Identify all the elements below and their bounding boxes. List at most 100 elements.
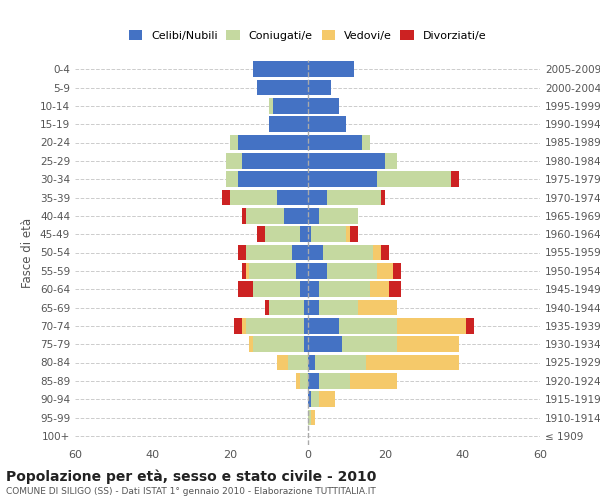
Bar	[393, 263, 401, 278]
Bar	[245, 244, 292, 260]
Bar	[245, 208, 284, 224]
Bar	[311, 392, 319, 407]
Bar	[308, 153, 385, 168]
Bar	[319, 373, 350, 388]
Bar	[315, 354, 365, 370]
Bar	[269, 300, 304, 316]
Bar	[370, 282, 389, 297]
Bar	[277, 354, 288, 370]
Bar	[269, 98, 272, 114]
Text: Popolazione per età, sesso e stato civile - 2010: Popolazione per età, sesso e stato civil…	[6, 470, 376, 484]
Bar	[319, 392, 335, 407]
Bar	[288, 354, 308, 370]
Bar	[308, 208, 319, 224]
Bar	[238, 172, 308, 187]
Bar	[319, 282, 370, 297]
Bar	[327, 263, 377, 278]
Bar	[373, 244, 381, 260]
Bar	[257, 226, 265, 242]
Bar	[308, 282, 319, 297]
Bar	[323, 244, 373, 260]
Bar	[308, 354, 315, 370]
Bar	[257, 80, 308, 96]
Bar	[304, 318, 308, 334]
Bar	[253, 336, 304, 352]
Bar	[381, 244, 389, 260]
Bar	[365, 354, 458, 370]
Bar	[308, 190, 327, 206]
Bar	[253, 282, 300, 297]
Bar	[397, 336, 458, 352]
Bar	[238, 282, 253, 297]
Bar	[292, 244, 308, 260]
Bar	[242, 318, 245, 334]
Bar	[277, 190, 308, 206]
Bar	[308, 244, 323, 260]
Bar	[308, 336, 343, 352]
Bar	[284, 208, 308, 224]
Bar	[226, 153, 242, 168]
Bar	[265, 226, 300, 242]
Bar	[377, 172, 451, 187]
Bar	[230, 134, 238, 150]
Bar	[308, 263, 327, 278]
Bar	[242, 208, 245, 224]
Bar	[245, 318, 304, 334]
Bar	[222, 190, 230, 206]
Bar	[308, 80, 331, 96]
Bar	[230, 190, 277, 206]
Bar	[300, 282, 308, 297]
Bar	[319, 208, 358, 224]
Bar	[242, 153, 308, 168]
Bar	[319, 300, 358, 316]
Bar	[362, 134, 370, 150]
Bar	[272, 98, 308, 114]
Y-axis label: Fasce di età: Fasce di età	[22, 218, 34, 288]
Bar	[451, 172, 458, 187]
Bar	[308, 172, 377, 187]
Bar	[308, 392, 311, 407]
Bar	[296, 373, 300, 388]
Bar	[389, 282, 401, 297]
Legend: Celibi/Nubili, Coniugati/e, Vedovi/e, Divorziati/e: Celibi/Nubili, Coniugati/e, Vedovi/e, Di…	[125, 27, 490, 44]
Bar	[377, 263, 393, 278]
Bar	[308, 134, 362, 150]
Text: COMUNE DI SILIGO (SS) - Dati ISTAT 1° gennaio 2010 - Elaborazione TUTTITALIA.IT: COMUNE DI SILIGO (SS) - Dati ISTAT 1° ge…	[6, 488, 376, 496]
Bar	[245, 263, 250, 278]
Bar	[308, 373, 319, 388]
Bar	[238, 244, 245, 260]
Bar	[311, 226, 346, 242]
Bar	[226, 172, 238, 187]
Bar	[338, 318, 397, 334]
Bar	[308, 300, 319, 316]
Bar	[238, 134, 308, 150]
Bar	[358, 300, 397, 316]
Bar	[304, 300, 308, 316]
Bar	[234, 318, 242, 334]
Bar	[242, 263, 245, 278]
Bar	[327, 190, 381, 206]
Bar	[308, 226, 311, 242]
Bar	[466, 318, 474, 334]
Bar	[311, 410, 315, 426]
Bar	[346, 226, 350, 242]
Bar	[343, 336, 397, 352]
Bar	[250, 263, 296, 278]
Bar	[300, 373, 308, 388]
Bar	[304, 336, 308, 352]
Bar	[250, 336, 253, 352]
Bar	[300, 226, 308, 242]
Bar	[308, 98, 338, 114]
Bar	[253, 62, 308, 77]
Bar	[296, 263, 308, 278]
Bar	[308, 410, 311, 426]
Bar	[308, 62, 354, 77]
Bar	[265, 300, 269, 316]
Bar	[385, 153, 397, 168]
Bar	[397, 318, 466, 334]
Bar	[350, 226, 358, 242]
Bar	[308, 116, 346, 132]
Bar	[269, 116, 308, 132]
Bar	[350, 373, 397, 388]
Bar	[381, 190, 385, 206]
